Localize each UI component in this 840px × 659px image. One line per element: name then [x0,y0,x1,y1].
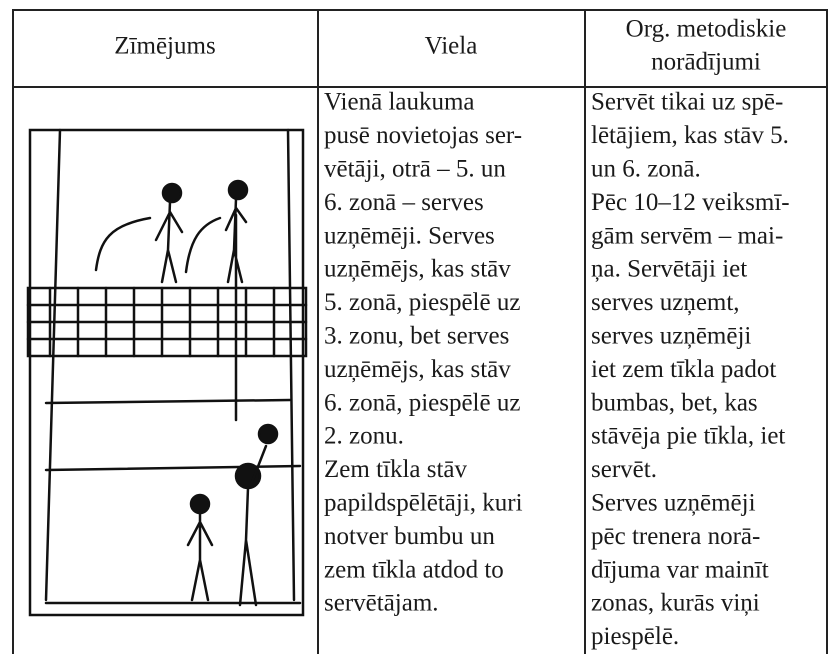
cell-text-line: 5. zonā, piespēlē uz [324,289,520,316]
player [257,423,279,445]
header-cell: norādījumi [651,49,761,76]
cell-text-line: 6. zonā, piespēlē uz [324,389,520,416]
cell-text-line: ņa. Servētāji iet [591,256,747,283]
cell-text-line: papildspēlētāji, kuri [324,490,523,517]
player [186,511,214,602]
cell-text-line: zem tīkla atdod to [324,556,504,583]
cell-text-line: pēc trenera norā- [591,523,760,550]
cell-text-line: 3. zonu, bet serves [324,323,509,350]
cell-text-line: zonas, kurās viņi [591,590,760,617]
volleyball-sketch [26,128,308,617]
cell-text-line: uzņēmējs, kas stāv [324,356,511,383]
cell-text-line: pusē novietojas ser- [324,122,522,149]
cell-text-line: Servēt tikai uz spē- [591,89,783,116]
cell-text-line: notver bumbu un [324,523,495,550]
sketch-frame [28,128,305,617]
ball-path [94,216,222,274]
header-cell: Zīmējums [114,33,215,60]
player [189,493,211,515]
header-cell: Org. metodiskie [626,16,787,43]
cell-text-line: 2. zonu. [324,423,404,450]
player [238,444,268,607]
cell-text-line: uzņēmējs, kas stāv [324,256,511,283]
player [224,197,248,422]
cell-text-line: servētājam. [324,590,439,617]
cell-text-line: Pēc 10–12 veiksmī- [591,189,790,216]
cell-text-line: serves uzņemt, [591,289,740,316]
table-rules [12,9,828,654]
player [154,200,184,284]
cell-text-line: stāvēja pie tīkla, iet [591,423,785,450]
cell-text-line: 6. zonā – serves [324,189,484,216]
body-cells: Vienā laukuma pusē novietojas ser-vētāji,… [324,89,790,650]
net-mesh [26,286,308,358]
cell-text-line: gām servēm – mai- [591,222,783,249]
player [161,182,183,204]
court-sideline [44,128,296,602]
header-cell: Viela [425,33,478,60]
cell-text-line: Serves uzņēmēji [591,490,756,517]
cell-text-line: un 6. zonā. [591,156,701,183]
player [227,179,249,201]
cell-text-line: piespēlē. [591,623,679,650]
cell-text-line: Zem tīkla stāv [324,456,468,483]
cell-text-line: bumbas, bet, kas [591,389,758,416]
cell-text-line: lētājiem, kas stāv 5. [591,122,789,149]
cell-text-line: servēt. [591,456,657,483]
cell-text-line: serves uzņēmēji [591,323,751,350]
cell-text-line: iet zem tīkla padot [591,356,776,383]
cell-text-line: vētāji, otrā – 5. un [324,156,506,183]
cell-text-line: uzņēmēji. Serves [324,222,495,249]
cell-text-line: dījuma var mainīt [591,556,769,583]
cell-text-line: Vienā laukuma [324,89,475,116]
